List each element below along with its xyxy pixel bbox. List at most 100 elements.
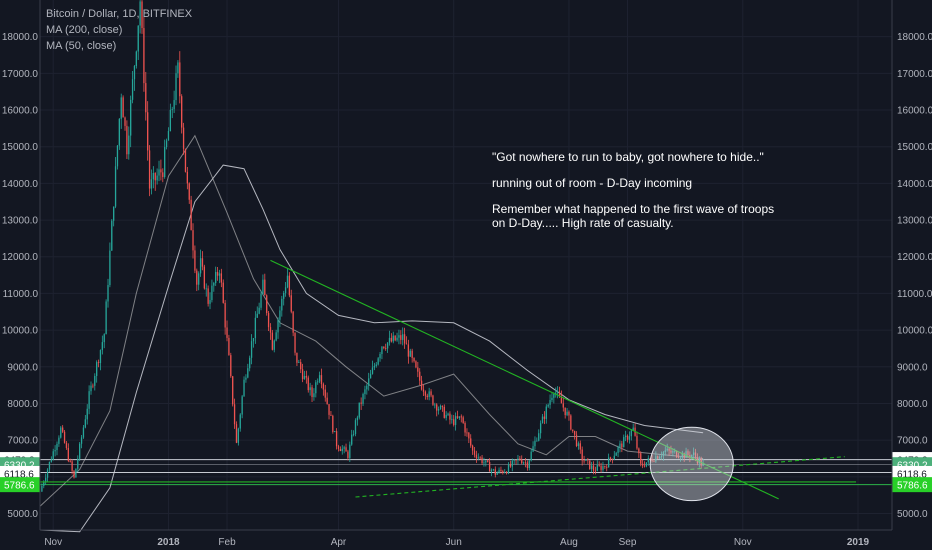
candle-body xyxy=(194,250,196,271)
candle-body xyxy=(298,362,300,363)
candle-body xyxy=(596,464,598,471)
candle-body xyxy=(349,444,351,458)
candle-body xyxy=(226,327,228,338)
candle-body xyxy=(509,464,512,467)
y-tick-label-left: 8000.0 xyxy=(7,399,38,410)
candle-body xyxy=(498,469,500,473)
candle-body xyxy=(90,385,92,392)
y-tick-label-right: 16000.0 xyxy=(897,106,932,117)
candle-body xyxy=(175,73,177,101)
candle-body xyxy=(426,395,428,398)
candle-body xyxy=(679,457,682,459)
x-tick-label: Feb xyxy=(218,537,236,548)
ma200-line xyxy=(39,164,704,533)
candle-body xyxy=(131,79,134,100)
annotation-line-1: "Got nowhere to run to baby, got nowhere… xyxy=(492,150,764,164)
candle-body xyxy=(269,327,272,333)
candle-body xyxy=(341,448,343,452)
text-annotation[interactable]: "Got nowhere to run to baby, got nowhere… xyxy=(492,150,774,242)
candle-body xyxy=(436,404,438,411)
candle-body xyxy=(409,350,411,357)
candle-body xyxy=(209,300,211,304)
candle-body xyxy=(173,100,175,110)
y-tick-label-right: 10000.0 xyxy=(897,326,932,337)
candle-body xyxy=(330,414,332,416)
candle-body xyxy=(105,301,107,335)
ma200-label: MA (200, close) xyxy=(46,24,123,36)
candle-body xyxy=(335,431,338,447)
candle-body xyxy=(528,460,530,468)
candle-body xyxy=(398,335,400,338)
rising-trendline[interactable] xyxy=(355,456,845,498)
candle-body xyxy=(288,275,291,296)
candle-body xyxy=(158,169,160,176)
candle-body xyxy=(267,313,270,328)
candle-body xyxy=(570,415,572,430)
candle-body xyxy=(681,453,683,458)
candle-body xyxy=(211,285,213,301)
candle-body xyxy=(590,465,593,470)
candle-body xyxy=(551,397,553,401)
candle-body xyxy=(347,451,349,458)
candle-body xyxy=(243,379,245,397)
y-tick-label-left: 9000.0 xyxy=(7,362,38,373)
candle-body xyxy=(623,437,625,448)
candle-body xyxy=(511,460,513,467)
chart-legend: Bitcoin / Dollar, 1D, BITFINEX MA (200, … xyxy=(46,6,192,54)
candle-body xyxy=(109,250,111,286)
candle-body xyxy=(405,343,408,345)
candle-body xyxy=(368,378,370,386)
candle-body xyxy=(360,402,362,404)
candle-body xyxy=(128,135,130,155)
annotation-line-3: Remember what happened to the first wave… xyxy=(492,202,775,230)
candle-body xyxy=(201,258,204,267)
trendlines[interactable] xyxy=(40,259,857,500)
candle-body xyxy=(334,431,336,433)
candle-body xyxy=(224,302,226,328)
candle-body xyxy=(116,145,119,167)
candle-body xyxy=(139,1,141,26)
candle-body xyxy=(154,172,156,181)
candle-body xyxy=(394,335,396,341)
candle-body xyxy=(672,451,674,453)
y-tick-label-right: 11000.0 xyxy=(897,289,932,300)
y-tick-label-left: 17000.0 xyxy=(2,69,39,80)
candle-body xyxy=(420,380,423,390)
candle-body xyxy=(171,109,173,110)
candle-body xyxy=(687,451,689,455)
candle-body xyxy=(339,448,342,452)
candle-body xyxy=(583,460,585,462)
candle-body xyxy=(343,447,345,449)
candle-body xyxy=(624,435,627,438)
highlight-circle[interactable] xyxy=(649,426,734,502)
candle-body xyxy=(386,342,389,349)
candle-body xyxy=(230,355,232,377)
candle-body xyxy=(88,391,90,409)
upper-trendline[interactable] xyxy=(270,259,779,500)
candle-body xyxy=(594,470,597,472)
candle-body xyxy=(198,273,200,285)
candle-body xyxy=(536,440,538,442)
y-tick-label-left: 7000.0 xyxy=(7,436,38,447)
candle-body xyxy=(396,337,398,341)
candles xyxy=(41,0,704,492)
candle-body xyxy=(373,365,376,368)
candle-body xyxy=(145,83,147,113)
candle-body xyxy=(317,381,319,383)
y-tick-label-left: 12000.0 xyxy=(2,252,39,263)
candle-body xyxy=(670,450,672,453)
candle-body xyxy=(358,402,360,418)
candle-body xyxy=(286,275,289,288)
candle-body xyxy=(572,429,574,431)
candle-body xyxy=(677,457,680,458)
candle-body xyxy=(589,460,591,470)
candle-body xyxy=(60,427,62,438)
candle-body xyxy=(643,465,646,467)
candle-body xyxy=(94,375,96,386)
candle-body xyxy=(141,1,143,29)
candle-body xyxy=(328,404,330,415)
candle-body xyxy=(254,317,257,339)
highlight-ellipse[interactable] xyxy=(649,426,734,502)
candle-body xyxy=(400,335,402,340)
